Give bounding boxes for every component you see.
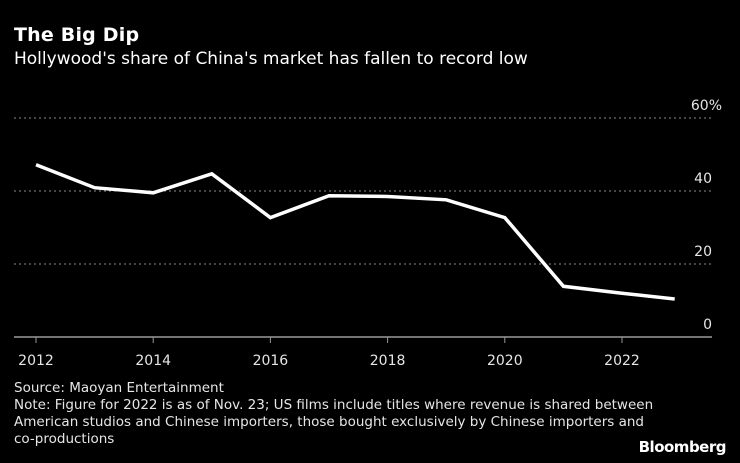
x-tick-label: 2012 (18, 353, 54, 369)
chart-subtitle: Hollywood's share of China's market has … (14, 49, 528, 69)
chart-footer: Source: Maoyan Entertainment Note: Figur… (14, 380, 654, 448)
footnote: Note: Figure for 2022 is as of Nov. 23; … (14, 397, 654, 447)
y-tick-label: 40 (694, 171, 712, 187)
y-tick-label: 20 (694, 244, 712, 260)
x-tick-label: 2022 (604, 353, 640, 369)
series-layer (35, 163, 675, 301)
x-tick-label: 2018 (370, 353, 406, 369)
x-axis: 2012 2014 2016 2018 2020 2022 (14, 336, 712, 369)
chart-title: The Big Dip (14, 24, 140, 46)
series-line (35, 163, 675, 301)
y-axis-labels: 0 20 40 60% (691, 98, 722, 333)
x-tick-label: 2014 (135, 353, 171, 369)
y-tick-label: 60% (691, 98, 722, 114)
y-tick-label: 0 (703, 317, 712, 333)
bloomberg-logo: Bloomberg (638, 438, 727, 456)
x-tick-label: 2016 (253, 353, 289, 369)
x-tick-label: 2020 (487, 353, 523, 369)
source-note: Source: Maoyan Entertainment (14, 380, 224, 396)
